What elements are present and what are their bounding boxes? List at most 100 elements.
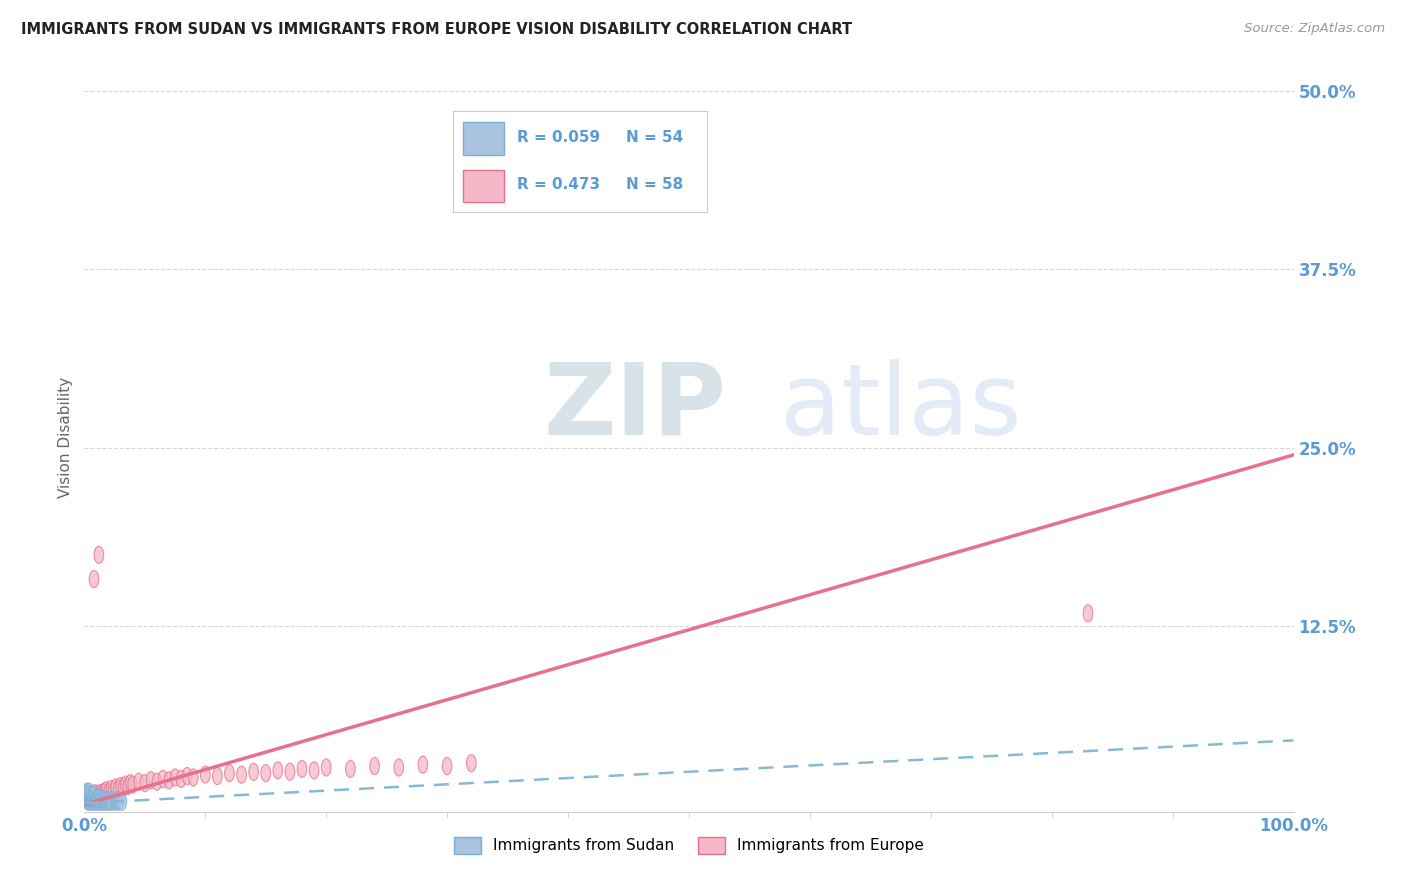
Ellipse shape [110,792,120,809]
Ellipse shape [114,793,124,810]
Ellipse shape [93,790,103,807]
Ellipse shape [297,760,307,778]
Ellipse shape [309,762,319,779]
Ellipse shape [97,792,105,809]
Ellipse shape [105,793,115,810]
Ellipse shape [188,769,198,786]
Ellipse shape [115,792,124,809]
Ellipse shape [115,778,125,795]
Ellipse shape [125,774,135,792]
Ellipse shape [107,793,117,810]
Legend: Immigrants from Sudan, Immigrants from Europe: Immigrants from Sudan, Immigrants from E… [447,830,931,860]
Ellipse shape [83,790,93,807]
Ellipse shape [443,757,451,774]
Ellipse shape [118,779,128,796]
Ellipse shape [86,789,96,806]
Ellipse shape [90,790,100,807]
Ellipse shape [98,783,108,800]
Ellipse shape [97,790,107,807]
Ellipse shape [152,773,162,790]
Ellipse shape [80,788,90,805]
Ellipse shape [124,778,132,795]
Ellipse shape [467,755,477,772]
Ellipse shape [87,786,97,803]
Ellipse shape [86,790,96,807]
Ellipse shape [96,793,105,810]
Ellipse shape [89,792,98,809]
Ellipse shape [394,759,404,776]
Ellipse shape [346,760,356,778]
Ellipse shape [97,786,107,803]
Ellipse shape [84,792,94,809]
Ellipse shape [117,793,127,810]
Ellipse shape [98,792,108,809]
Ellipse shape [80,790,90,807]
Ellipse shape [87,789,97,806]
Ellipse shape [89,790,97,807]
Ellipse shape [285,764,295,780]
Ellipse shape [97,793,107,810]
Ellipse shape [89,571,98,588]
Ellipse shape [89,793,97,810]
Ellipse shape [225,764,235,781]
Ellipse shape [93,786,103,803]
Ellipse shape [94,788,104,805]
Ellipse shape [128,776,138,793]
Ellipse shape [86,789,96,806]
Ellipse shape [84,786,94,803]
Ellipse shape [157,771,167,788]
Ellipse shape [89,788,98,805]
Ellipse shape [134,773,143,790]
Ellipse shape [94,546,104,564]
Text: Source: ZipAtlas.com: Source: ZipAtlas.com [1244,22,1385,36]
Ellipse shape [90,793,100,810]
Ellipse shape [94,789,104,806]
Ellipse shape [82,786,91,803]
Ellipse shape [91,789,101,806]
Ellipse shape [212,767,222,785]
Ellipse shape [96,785,105,802]
Ellipse shape [100,793,110,810]
Ellipse shape [89,786,98,803]
Ellipse shape [93,793,103,810]
Text: IMMIGRANTS FROM SUDAN VS IMMIGRANTS FROM EUROPE VISION DISABILITY CORRELATION CH: IMMIGRANTS FROM SUDAN VS IMMIGRANTS FROM… [21,22,852,37]
Ellipse shape [273,762,283,779]
Ellipse shape [89,788,97,805]
Ellipse shape [86,793,96,810]
Ellipse shape [170,769,180,786]
Ellipse shape [322,759,330,776]
Ellipse shape [90,785,100,802]
Ellipse shape [82,783,91,800]
Ellipse shape [101,781,111,799]
Ellipse shape [87,786,97,803]
Ellipse shape [108,781,118,799]
Ellipse shape [1083,605,1092,622]
Ellipse shape [86,788,96,805]
Ellipse shape [83,785,93,802]
Text: atlas: atlas [780,359,1021,456]
Ellipse shape [83,790,93,807]
Ellipse shape [87,792,97,809]
Ellipse shape [121,776,131,793]
Ellipse shape [91,789,101,806]
Ellipse shape [100,785,110,802]
Ellipse shape [84,783,94,800]
Ellipse shape [370,757,380,774]
Ellipse shape [262,764,270,781]
Ellipse shape [111,779,121,796]
Ellipse shape [89,789,98,806]
Ellipse shape [236,766,246,783]
Ellipse shape [82,789,91,806]
Ellipse shape [104,792,114,809]
Ellipse shape [101,792,111,809]
Ellipse shape [141,774,149,792]
Text: ZIP: ZIP [544,359,727,456]
Ellipse shape [105,780,115,797]
Ellipse shape [112,792,122,809]
Ellipse shape [176,771,186,788]
Ellipse shape [104,783,114,800]
Ellipse shape [80,785,90,802]
Ellipse shape [111,793,121,810]
Ellipse shape [96,790,105,807]
Ellipse shape [83,793,93,810]
